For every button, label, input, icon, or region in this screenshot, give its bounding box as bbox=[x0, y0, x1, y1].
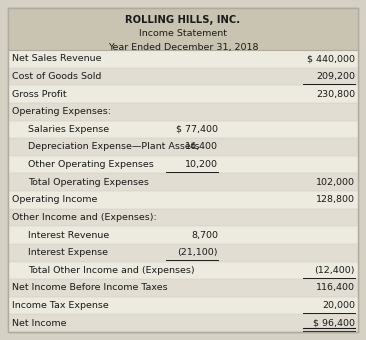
Text: Other Income and (Expenses):: Other Income and (Expenses): bbox=[12, 213, 157, 222]
Text: Operating Expenses:: Operating Expenses: bbox=[12, 107, 111, 116]
Text: Gross Profit: Gross Profit bbox=[12, 89, 67, 99]
Text: Income Tax Expense: Income Tax Expense bbox=[12, 301, 109, 310]
Bar bbox=[8, 138, 358, 156]
Text: Salaries Expense: Salaries Expense bbox=[28, 125, 109, 134]
Bar bbox=[8, 244, 358, 261]
Text: 230,800: 230,800 bbox=[316, 89, 355, 99]
Bar bbox=[8, 68, 358, 85]
Text: $ 96,400: $ 96,400 bbox=[313, 319, 355, 328]
Text: Interest Revenue: Interest Revenue bbox=[28, 231, 109, 240]
Bar bbox=[8, 50, 358, 68]
Text: (12,400): (12,400) bbox=[314, 266, 355, 275]
Bar bbox=[8, 8, 358, 50]
Text: 20,000: 20,000 bbox=[322, 301, 355, 310]
Bar bbox=[8, 156, 358, 173]
Bar bbox=[8, 297, 358, 314]
Text: 14,400: 14,400 bbox=[185, 142, 218, 151]
Text: 116,400: 116,400 bbox=[316, 284, 355, 292]
Text: Net Income Before Income Taxes: Net Income Before Income Taxes bbox=[12, 284, 168, 292]
Text: 8,700: 8,700 bbox=[191, 231, 218, 240]
Text: $ 440,000: $ 440,000 bbox=[307, 54, 355, 63]
Text: Cost of Goods Sold: Cost of Goods Sold bbox=[12, 72, 101, 81]
Bar bbox=[8, 226, 358, 244]
Bar bbox=[8, 209, 358, 226]
Text: Total Other Income and (Expenses): Total Other Income and (Expenses) bbox=[28, 266, 195, 275]
Text: 128,800: 128,800 bbox=[316, 195, 355, 204]
Text: Total Operating Expenses: Total Operating Expenses bbox=[28, 178, 149, 187]
Text: ROLLING HILLS, INC.: ROLLING HILLS, INC. bbox=[126, 15, 240, 25]
Bar bbox=[8, 85, 358, 103]
Text: $ 77,400: $ 77,400 bbox=[176, 125, 218, 134]
Text: Depreciation Expense—Plant Assets: Depreciation Expense—Plant Assets bbox=[28, 142, 199, 151]
Bar bbox=[8, 191, 358, 209]
Text: Operating Income: Operating Income bbox=[12, 195, 97, 204]
Bar bbox=[8, 279, 358, 297]
Text: Interest Expense: Interest Expense bbox=[28, 248, 108, 257]
Bar bbox=[8, 103, 358, 120]
Text: Net Income: Net Income bbox=[12, 319, 67, 328]
Bar bbox=[8, 314, 358, 332]
Text: Year Ended December 31, 2018: Year Ended December 31, 2018 bbox=[108, 43, 258, 52]
Text: Other Operating Expenses: Other Operating Expenses bbox=[28, 160, 154, 169]
Text: Net Sales Revenue: Net Sales Revenue bbox=[12, 54, 101, 63]
Bar bbox=[8, 173, 358, 191]
Text: 102,000: 102,000 bbox=[316, 178, 355, 187]
Text: 209,200: 209,200 bbox=[316, 72, 355, 81]
Text: Income Statement: Income Statement bbox=[139, 29, 227, 38]
Text: (21,100): (21,100) bbox=[178, 248, 218, 257]
Bar bbox=[8, 261, 358, 279]
Bar bbox=[8, 120, 358, 138]
Text: 10,200: 10,200 bbox=[185, 160, 218, 169]
